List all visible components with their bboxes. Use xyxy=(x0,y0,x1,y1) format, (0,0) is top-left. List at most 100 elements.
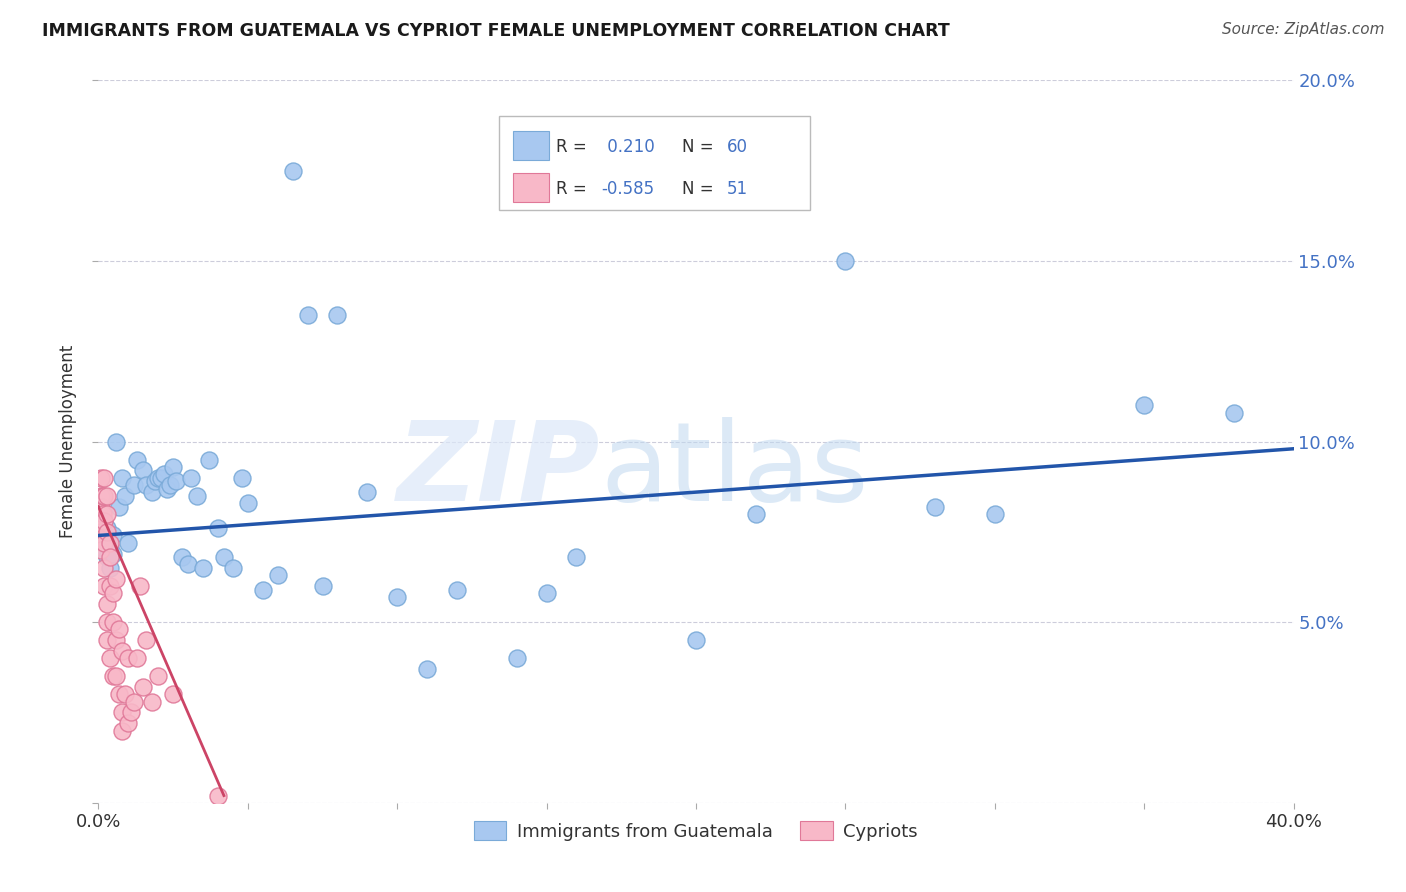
Point xyxy=(96,489,118,503)
Point xyxy=(252,582,274,597)
Point xyxy=(105,669,128,683)
Text: R =: R = xyxy=(557,179,592,198)
Point xyxy=(186,489,208,503)
Point xyxy=(103,586,125,600)
Point xyxy=(207,789,229,803)
Point xyxy=(180,471,202,485)
Point xyxy=(90,524,112,539)
Point xyxy=(108,687,131,701)
Point xyxy=(90,514,112,528)
Point xyxy=(96,532,118,546)
Point xyxy=(108,500,131,514)
Point xyxy=(177,558,200,572)
Point xyxy=(90,507,112,521)
Point xyxy=(114,489,136,503)
Point xyxy=(105,572,128,586)
Point xyxy=(98,535,122,549)
Point xyxy=(96,524,118,539)
Point xyxy=(90,542,112,557)
Point xyxy=(129,579,152,593)
Point xyxy=(1133,398,1156,412)
Point xyxy=(90,524,112,539)
Point xyxy=(111,723,134,738)
Point xyxy=(103,615,125,630)
Point xyxy=(90,532,112,546)
Point xyxy=(105,633,128,648)
Point xyxy=(141,485,163,500)
Point xyxy=(148,471,170,485)
Point xyxy=(90,489,112,503)
Text: ZIP: ZIP xyxy=(396,417,600,524)
Text: N =: N = xyxy=(682,137,718,156)
Point xyxy=(162,459,184,474)
Point xyxy=(446,582,468,597)
Text: R =: R = xyxy=(557,137,592,156)
Point xyxy=(124,478,146,492)
Text: -0.585: -0.585 xyxy=(602,179,655,198)
Point xyxy=(117,716,139,731)
Point xyxy=(1223,406,1246,420)
Point xyxy=(198,452,221,467)
Point xyxy=(96,550,118,565)
Point xyxy=(93,514,115,528)
Point xyxy=(93,542,115,557)
Point xyxy=(745,507,768,521)
Point xyxy=(93,471,115,485)
Point xyxy=(222,561,245,575)
Point xyxy=(93,535,115,549)
Point xyxy=(385,590,409,604)
Point xyxy=(105,434,128,449)
Point xyxy=(153,467,176,481)
Point xyxy=(165,475,187,489)
Point xyxy=(117,651,139,665)
Point xyxy=(127,651,149,665)
Point xyxy=(924,500,946,514)
Point xyxy=(127,452,149,467)
Point xyxy=(207,521,229,535)
Point xyxy=(326,308,349,322)
Point xyxy=(96,521,118,535)
Point xyxy=(150,471,173,485)
Text: IMMIGRANTS FROM GUATEMALA VS CYPRIOT FEMALE UNEMPLOYMENT CORRELATION CHART: IMMIGRANTS FROM GUATEMALA VS CYPRIOT FEM… xyxy=(42,22,950,40)
Text: N =: N = xyxy=(682,179,718,198)
Point xyxy=(93,489,115,503)
Y-axis label: Female Unemployment: Female Unemployment xyxy=(59,345,77,538)
Point xyxy=(111,644,134,658)
Point xyxy=(159,478,181,492)
Point xyxy=(834,254,856,268)
Point xyxy=(212,550,235,565)
Point xyxy=(96,597,118,611)
Point xyxy=(297,308,319,322)
Point xyxy=(93,579,115,593)
Point xyxy=(172,550,194,565)
Point xyxy=(281,163,304,178)
Point xyxy=(103,669,125,683)
Point xyxy=(143,475,166,489)
Point xyxy=(111,471,134,485)
Text: atlas: atlas xyxy=(600,417,869,524)
Point xyxy=(114,687,136,701)
Point xyxy=(162,687,184,701)
Point xyxy=(148,669,170,683)
Point xyxy=(120,706,142,720)
Point xyxy=(565,550,588,565)
Point xyxy=(103,547,125,561)
Point xyxy=(231,471,253,485)
Point xyxy=(93,561,115,575)
Point xyxy=(98,539,122,553)
Point xyxy=(267,568,290,582)
Point xyxy=(108,623,131,637)
Text: Source: ZipAtlas.com: Source: ZipAtlas.com xyxy=(1222,22,1385,37)
Point xyxy=(132,680,155,694)
Point xyxy=(117,535,139,549)
Point xyxy=(89,507,111,521)
Point xyxy=(98,550,122,565)
Point xyxy=(132,463,155,477)
Point xyxy=(98,561,122,575)
Point xyxy=(685,633,707,648)
Point xyxy=(103,528,125,542)
FancyBboxPatch shape xyxy=(499,117,810,211)
Point xyxy=(506,651,529,665)
Point xyxy=(96,507,118,521)
Point xyxy=(156,482,179,496)
